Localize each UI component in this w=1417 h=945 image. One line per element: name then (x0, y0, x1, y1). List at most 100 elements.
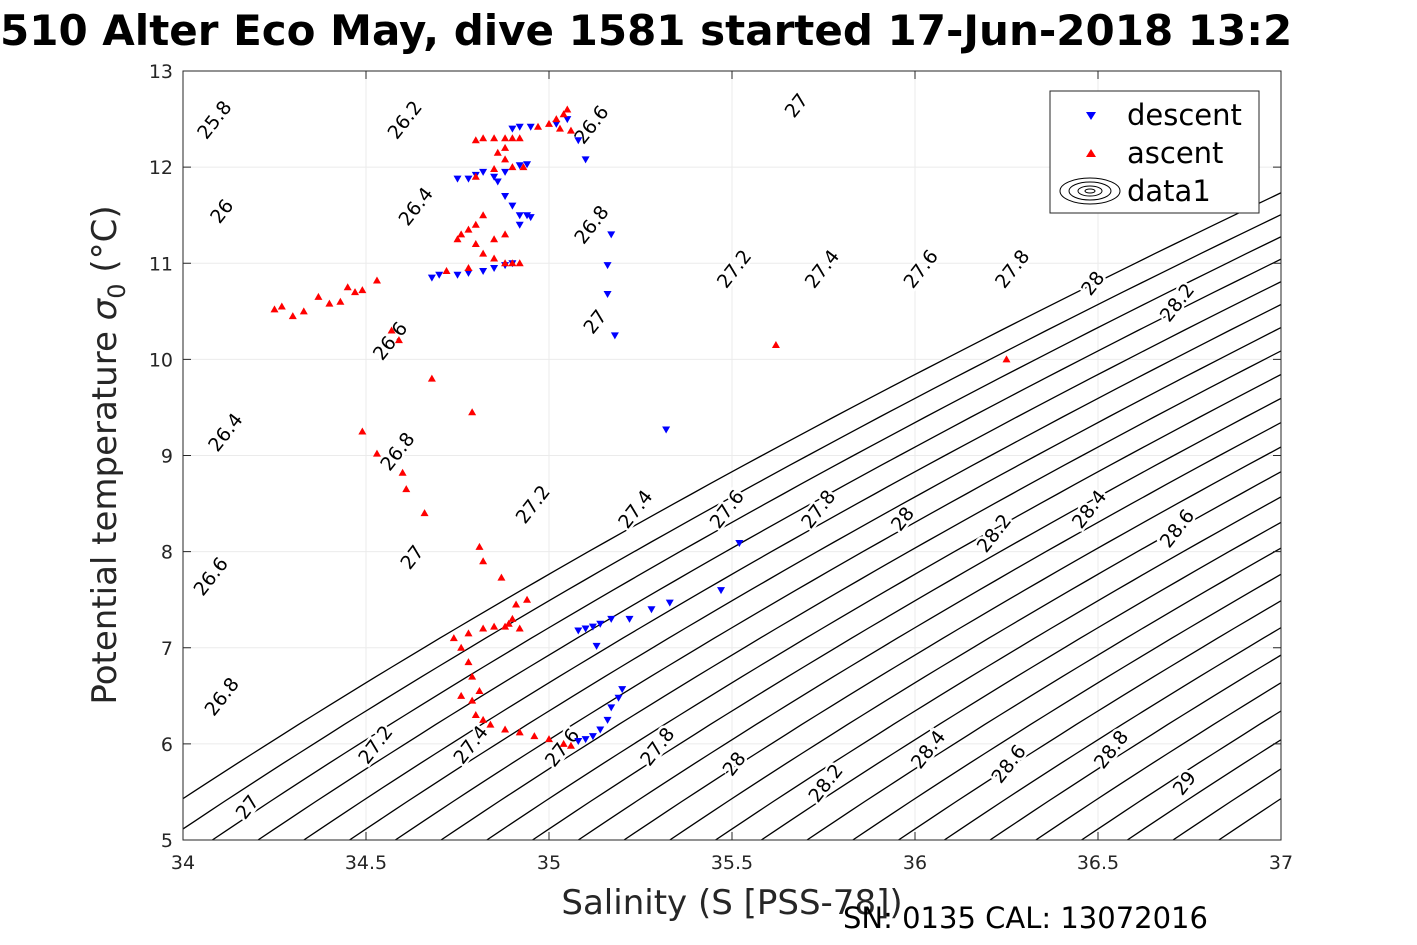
ascent-point (563, 105, 572, 113)
ascent-point (420, 509, 429, 517)
ascent-point (501, 725, 510, 733)
ascent-point (442, 266, 451, 274)
data-points (270, 105, 1011, 749)
descent-point (588, 623, 597, 631)
descent-point (563, 116, 572, 124)
ascent-point (497, 573, 506, 581)
ascent-point (457, 691, 466, 699)
ascent-point (314, 292, 323, 300)
descent-point (526, 123, 535, 131)
ascent-point (508, 163, 517, 171)
ascent-point (559, 739, 568, 747)
ascent-point (299, 307, 308, 315)
y-axis-label-sigma: σ (85, 297, 125, 320)
descent-point (592, 642, 601, 650)
descent-point (618, 686, 627, 694)
density-contour-line (349, 303, 1281, 840)
ascent-point (351, 288, 360, 296)
ascent-point (468, 672, 477, 680)
descent-point (552, 120, 561, 128)
ascent-point (490, 134, 499, 142)
ascent-point (471, 172, 480, 180)
descent-point (717, 587, 726, 595)
descent-point (607, 231, 616, 239)
density-contour-line (760, 521, 1281, 840)
ascent-point (490, 235, 499, 243)
ascent-point (343, 283, 352, 291)
ascent-point (372, 449, 381, 457)
descent-point (427, 274, 436, 282)
ascent-point (288, 312, 297, 320)
ascent-point (501, 134, 510, 142)
ascent-point (277, 302, 286, 310)
ascent-point (490, 622, 499, 630)
x-tick-label: 35.5 (711, 852, 753, 874)
ascent-point (449, 634, 458, 642)
y-tick-label: 9 (161, 446, 173, 468)
ascent-point (475, 687, 484, 695)
ascent-point (501, 230, 510, 238)
sensor-calibration-footer: SN: 0135 CAL: 13072016 (843, 901, 1208, 935)
descent-point (574, 737, 583, 745)
x-tick-label: 35 (537, 852, 561, 874)
ascent-point (501, 143, 510, 151)
ascent-point (1002, 355, 1011, 363)
descent-point (493, 178, 502, 186)
ascent-point (545, 119, 553, 127)
ascent-point (270, 305, 279, 313)
ascent-point (387, 326, 396, 334)
ascent-point (336, 297, 345, 305)
ascent-point (515, 624, 524, 632)
x-tick-label: 34 (171, 852, 195, 874)
density-contour-line (1035, 682, 1281, 840)
ascent-point (508, 134, 517, 142)
descent-point (625, 615, 634, 623)
density-contour-line (577, 421, 1281, 840)
ascent-point (508, 259, 517, 267)
descent-point (515, 212, 524, 220)
ascent-point (457, 643, 466, 651)
ascent-point (512, 600, 521, 608)
ascent-point (566, 741, 575, 749)
descent-point (603, 716, 612, 724)
descent-point (490, 265, 499, 273)
ascent-point (515, 728, 524, 736)
descent-point (647, 606, 656, 614)
density-contour-line (532, 397, 1281, 840)
descent-point (596, 620, 605, 628)
descent-point (508, 202, 517, 210)
ascent-point (566, 126, 575, 134)
y-axis-label-main: Potential temperature (85, 320, 125, 704)
x-tick-label: 36 (903, 852, 927, 874)
ascent-point (479, 715, 488, 723)
descent-point (607, 615, 616, 623)
y-tick-label: 7 (161, 638, 173, 660)
ascent-point (453, 235, 462, 243)
legend-ascent-marker (1086, 149, 1096, 157)
descent-point (508, 125, 517, 133)
density-contour-line (943, 626, 1281, 840)
descent-point (490, 173, 499, 181)
descent-point (453, 271, 462, 279)
ascent-point (471, 220, 480, 228)
y-tick-label: 11 (149, 253, 173, 275)
descent-point (501, 168, 510, 176)
ascent-point (464, 225, 473, 233)
ascent-point (468, 696, 477, 704)
x-tick-label: 37 (1269, 852, 1293, 874)
descent-point (479, 267, 488, 275)
ascent-point (471, 711, 480, 719)
descent-point (453, 175, 462, 183)
density-contours (183, 192, 1281, 840)
descent-point (574, 137, 583, 145)
ascent-point (464, 658, 473, 666)
density-contour-line (183, 213, 1281, 830)
y-tick-label: 8 (161, 542, 173, 564)
descent-point (735, 539, 744, 547)
descent-point (515, 123, 524, 131)
descent-point (515, 221, 524, 229)
descent-point (610, 332, 619, 340)
ascent-point (771, 340, 780, 348)
ascent-point (358, 427, 367, 435)
